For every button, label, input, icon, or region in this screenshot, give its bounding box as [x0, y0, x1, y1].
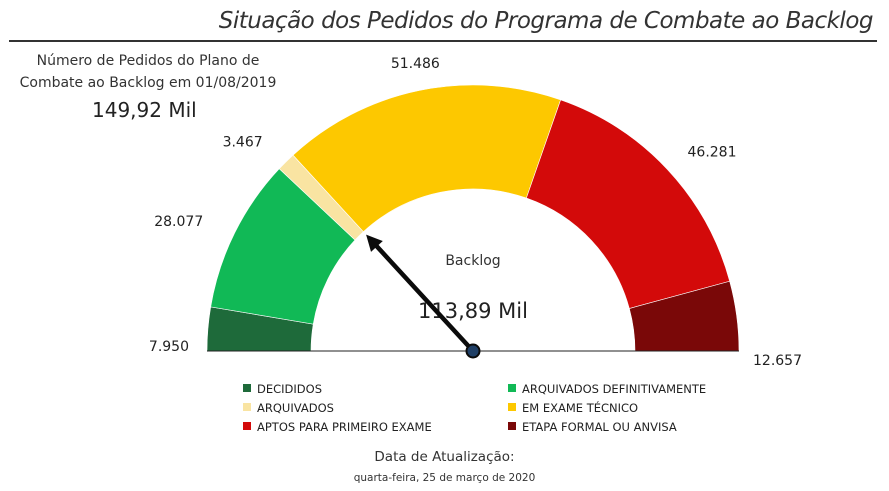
legend-label: APTOS PARA PRIMEIRO EXAME — [257, 420, 432, 434]
legend-swatch — [508, 422, 516, 430]
data-label-em-exame-tecnico: 51.486 — [391, 56, 440, 72]
data-label-arquivados: 3.467 — [223, 134, 263, 150]
data-label-etapa-formal-ou-anvisa: 12.657 — [753, 353, 802, 369]
legend-swatch — [243, 384, 251, 392]
legend-label: ETAPA FORMAL OU ANVISA — [522, 420, 677, 434]
data-label-aptos-para-primeiro-exame: 46.281 — [688, 145, 737, 161]
legend-item-arquivados: ARQUIVADOS — [243, 401, 334, 419]
legend-label: EM EXAME TÉCNICO — [522, 401, 638, 415]
legend-item-arquivados-definitivamente: ARQUIVADOS DEFINITIVAMENTE — [508, 382, 706, 400]
needle-label: Backlog — [445, 253, 500, 269]
data-label-decididos: 7.950 — [149, 339, 189, 355]
data-label-arquivados-definitivamente: 28.077 — [154, 214, 203, 230]
legend-item-em-exame-tecnico: EM EXAME TÉCNICO — [508, 401, 638, 419]
legend-label: ARQUIVADOS DEFINITIVAMENTE — [522, 382, 706, 396]
legend-item-decididos: DECIDIDOS — [243, 382, 322, 400]
legend-swatch — [508, 384, 516, 392]
update-label: Data de Atualização: — [0, 449, 889, 465]
update-date: quarta-feira, 25 de março de 2020 — [0, 472, 889, 484]
gauge-segment-aptos-para-primeiro-exame — [526, 100, 729, 309]
legend-swatch — [243, 422, 251, 430]
needle-hub — [467, 345, 480, 358]
legend-label: DECIDIDOS — [257, 382, 322, 396]
legend-item-etapa-formal-ou-anvisa: ETAPA FORMAL OU ANVISA — [508, 420, 677, 438]
legend-swatch — [243, 403, 251, 411]
legend-swatch — [508, 403, 516, 411]
legend-item-aptos-para-primeiro-exame: APTOS PARA PRIMEIRO EXAME — [243, 420, 432, 438]
legend-label: ARQUIVADOS — [257, 401, 334, 415]
